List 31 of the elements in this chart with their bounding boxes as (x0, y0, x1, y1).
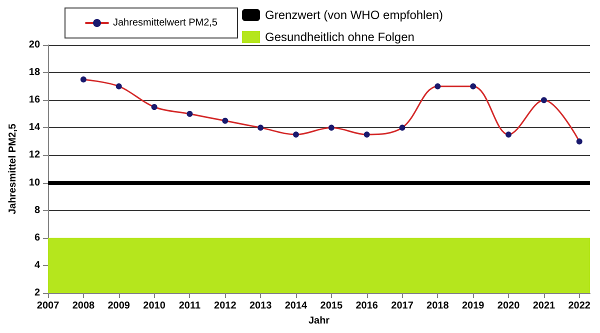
x-tick-label: 2009 (108, 300, 130, 312)
x-tick-label: 2021 (532, 300, 556, 312)
y-tick-label: 18 (28, 67, 40, 78)
y-tick-label: 4 (34, 260, 40, 271)
y-axis-title: Jahresmittel PM2,5 (8, 123, 18, 214)
y-tick-label: 20 (28, 40, 40, 50)
y-tick-label: 16 (28, 94, 40, 106)
x-axis-title: Jahr (308, 315, 330, 326)
y-tick-label: 2 (34, 288, 40, 298)
x-tick-label: 2017 (391, 300, 414, 312)
y-tick-label: 8 (34, 204, 40, 216)
x-tick-label: 2015 (320, 300, 343, 312)
legend-label: Gesundheitlich ohne Folgen (265, 30, 414, 44)
legend-label: Jahresmittelwert PM2,5 (113, 18, 218, 28)
x-tick-label: 2016 (356, 300, 378, 312)
y-tick-label: 10 (28, 177, 40, 188)
x-tick-label: 2007 (36, 300, 60, 312)
y-tick-label: 6 (34, 232, 40, 244)
x-tick-label: 2012 (214, 300, 237, 312)
y-tick-label: 14 (28, 122, 40, 134)
x-tick-label: 2010 (143, 300, 166, 312)
legend-label: Grenzwert (von WHO empfohlen) (265, 8, 444, 22)
x-tick-label: 2008 (72, 300, 96, 312)
x-tick-label: 2020 (497, 300, 520, 312)
x-tick-label: 2014 (284, 300, 308, 312)
x-tick-label: 2013 (249, 300, 272, 312)
x-tick-label: 2018 (426, 300, 450, 312)
x-tick-label: 2022 (568, 300, 591, 312)
x-tick-label: 2011 (178, 300, 201, 312)
y-tick-label: 12 (28, 150, 40, 161)
x-tick-label: 2019 (462, 300, 485, 312)
